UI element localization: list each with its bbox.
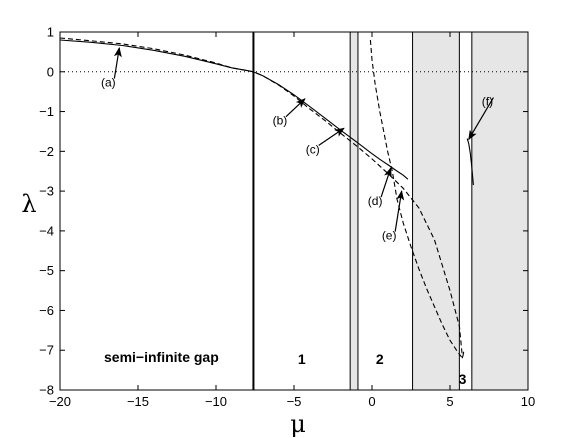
band-2 (412, 31, 460, 391)
series-layer (59, 37, 474, 360)
y-axis-title: λ (21, 190, 36, 218)
y-tick-label: −6 (39, 303, 54, 318)
annotation-label-5: (e) (382, 229, 397, 243)
x-tick-label: −20 (49, 394, 71, 409)
band-1 (349, 31, 359, 391)
annotation-arrow-4 (380, 167, 392, 198)
reference-lines-layer (60, 32, 528, 390)
annotation-label-2: (b) (273, 114, 288, 128)
annotations-layer: (a) (b) (c) (d) (e) (f) (101, 46, 494, 243)
series-line-2 (59, 37, 464, 359)
annotation-arrow-2 (285, 98, 306, 118)
annotation-arrow-6 (468, 97, 494, 141)
annotation-arrow-1 (113, 46, 122, 79)
x-tick-label: 5 (446, 394, 453, 409)
band-3 (471, 31, 529, 391)
x-tick-label: −10 (205, 394, 227, 409)
x-tick-label: −15 (127, 394, 149, 409)
region-label-2: 1 (298, 351, 306, 367)
annotation-arrow-5 (394, 190, 405, 232)
annotation-label-3: (c) (306, 142, 320, 156)
x-axis-title: μ (290, 410, 306, 438)
y-tick-label: −1 (39, 104, 54, 119)
series-line-3 (369, 39, 465, 360)
annotation-label-6: (f) (482, 95, 493, 109)
y-tick-label: −7 (39, 343, 54, 358)
y-tick-label: −8 (39, 383, 54, 398)
region-label-1: semi−infinite gap (104, 349, 219, 365)
y-tick-label: −3 (39, 184, 54, 199)
annotation-label-1: (a) (101, 75, 116, 89)
region-labels-layer: semi−infinite gap 1 2 3 (104, 349, 467, 387)
x-tick-label: −5 (287, 394, 302, 409)
annotation-label-4: (d) (368, 194, 383, 208)
y-tick-label: −5 (39, 263, 54, 278)
y-tick-label: −2 (39, 144, 54, 159)
region-label-3: 2 (376, 351, 384, 367)
y-tick-label: −4 (39, 223, 54, 238)
y-tick-label: 1 (47, 25, 54, 40)
x-tick-label: 0 (368, 394, 375, 409)
y-tick-label: 0 (47, 64, 54, 79)
series-line-4 (466, 138, 474, 186)
annotation-arrow-3 (318, 127, 345, 146)
series-line-1 (59, 39, 409, 180)
region-label-4: 3 (459, 371, 467, 387)
x-tick-label: 10 (521, 394, 535, 409)
